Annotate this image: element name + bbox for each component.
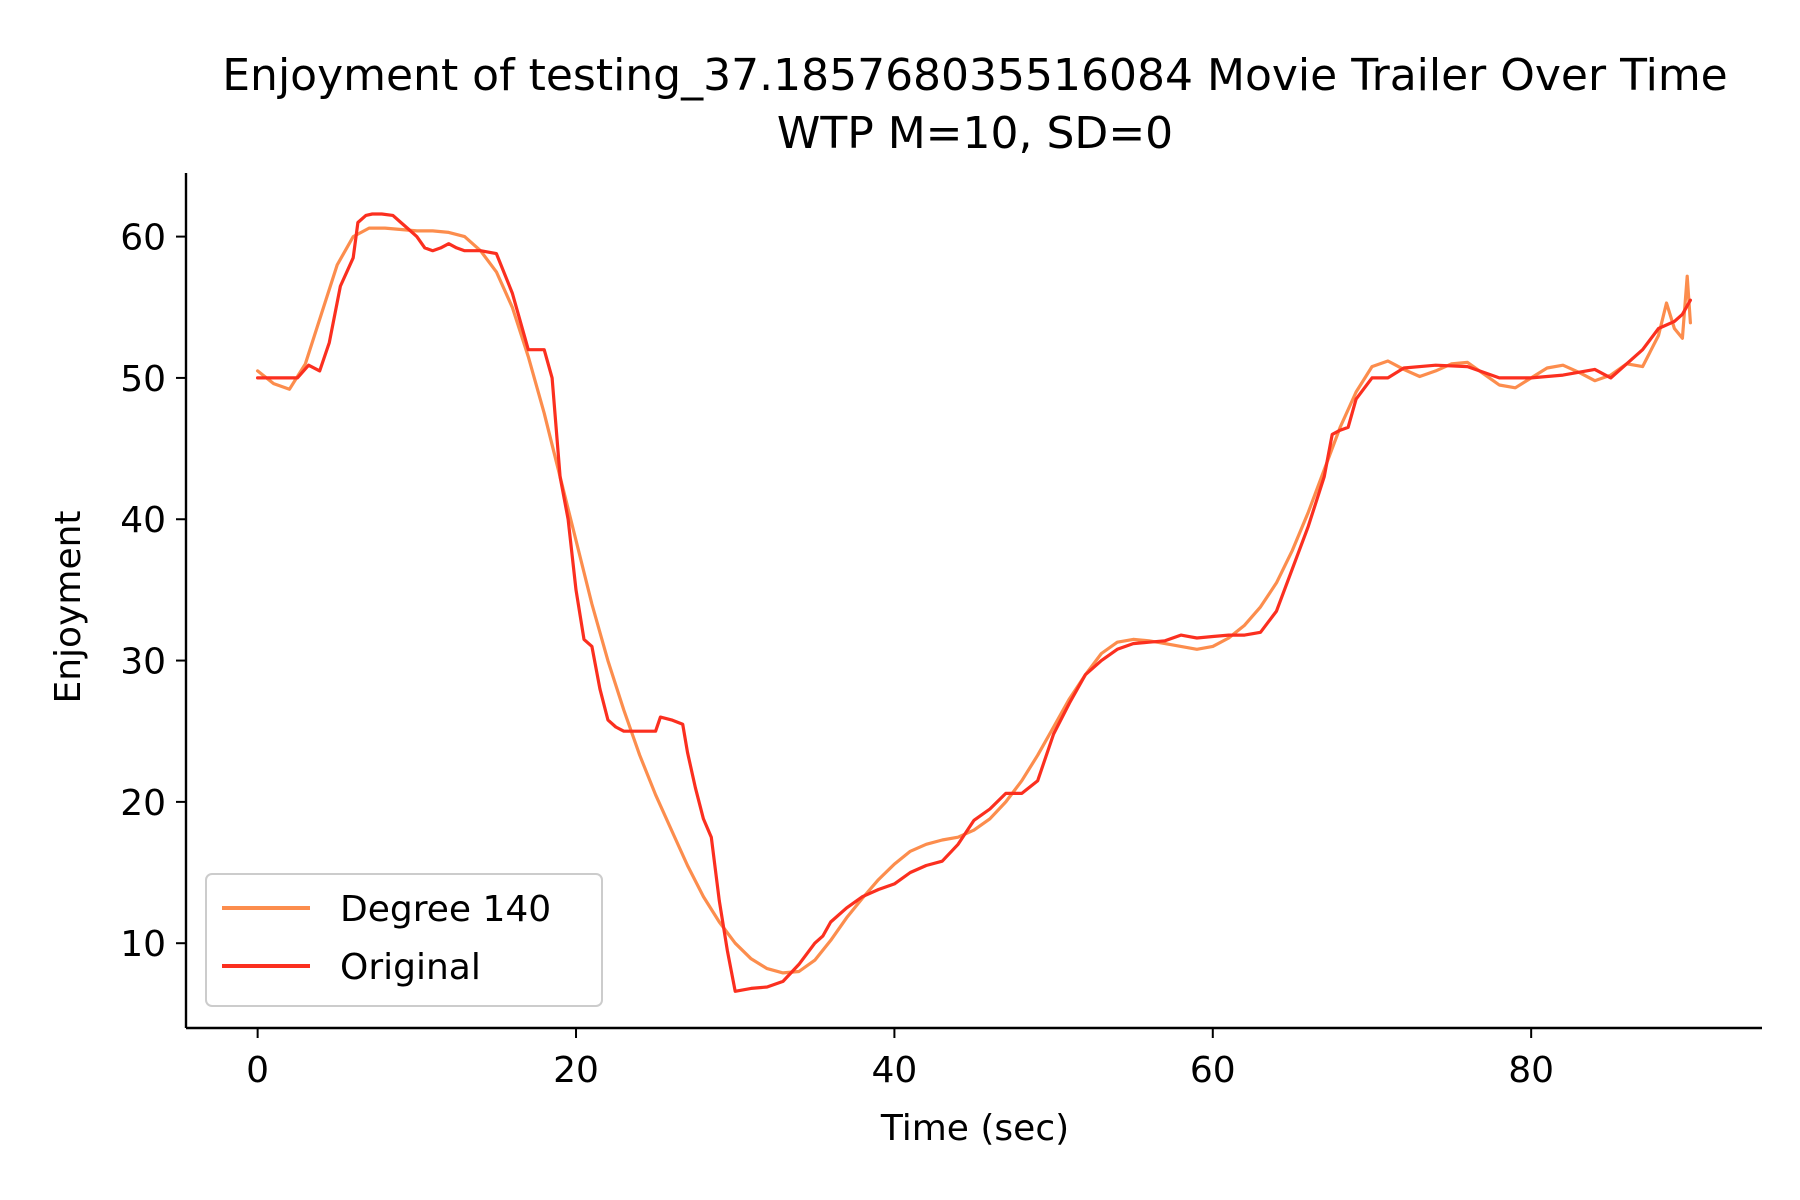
series-layer	[256, 212, 1693, 993]
y-tick-label: 10	[120, 924, 166, 965]
y-axis-label: Enjoyment	[48, 510, 89, 703]
y-tick-label: 40	[120, 500, 166, 541]
x-tick-label: 20	[553, 1050, 599, 1091]
x-axis-label: Time (sec)	[880, 1108, 1069, 1149]
chart-subtitle: WTP M=10, SD=0	[777, 108, 1173, 159]
y-tick-label: 50	[120, 359, 166, 400]
legend-label-original: Original	[340, 947, 481, 988]
y-tick-label: 60	[120, 218, 166, 259]
x-tick-label: 80	[1508, 1050, 1554, 1091]
chart-title: Enjoyment of testing_37.185768035516084 …	[222, 50, 1728, 101]
x-tick-label: 0	[246, 1050, 269, 1091]
legend: Degree 140 Original	[205, 873, 603, 1007]
axes-layer	[184, 173, 1762, 1030]
ticks-layer: 0 20 40 60 80 10 20 30 40 50 60	[120, 218, 1554, 1091]
x-tick-label: 40	[871, 1050, 917, 1091]
legend-label-degree: Degree 140	[340, 889, 551, 930]
x-tick-label: 60	[1190, 1050, 1236, 1091]
y-tick-label: 20	[120, 783, 166, 824]
series-line-degree	[256, 226, 1693, 975]
y-tick-label: 30	[120, 642, 166, 683]
series-line-original	[256, 212, 1693, 993]
